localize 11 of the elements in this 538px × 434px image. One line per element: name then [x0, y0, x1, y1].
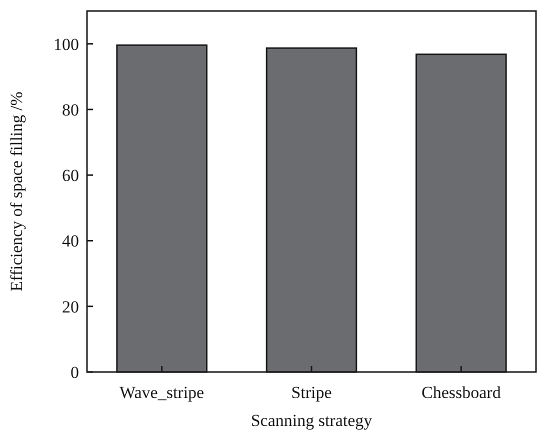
y-tick-label: 80 — [62, 100, 79, 120]
x-tick-label: Wave_stripe — [120, 383, 204, 402]
y-axis-title: Efficiency of space filling /% — [7, 92, 26, 292]
y-tick-label: 40 — [62, 232, 79, 251]
x-axis-title: Scanning strategy — [250, 411, 373, 430]
y-tick-label: 100 — [54, 34, 79, 54]
x-tick-label: Chessboard — [422, 383, 502, 402]
y-tick-label: 20 — [62, 297, 79, 316]
x-tick-label: Stripe — [291, 383, 332, 402]
y-tick-label: 60 — [62, 166, 79, 186]
y-tick-label: 0 — [70, 362, 79, 382]
